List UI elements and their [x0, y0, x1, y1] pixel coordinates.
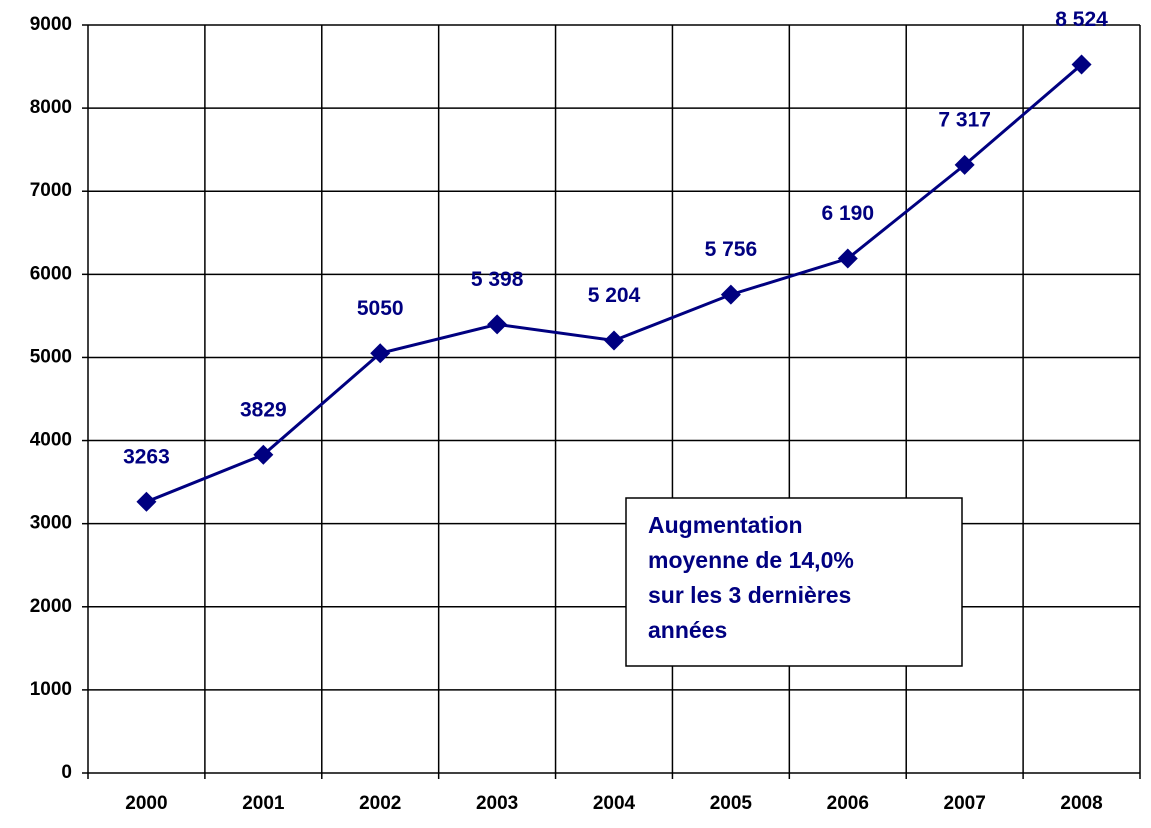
data-point — [253, 444, 274, 465]
x-tick-label: 2004 — [593, 793, 636, 814]
data-point — [136, 491, 157, 512]
annotation-line: Augmentation — [648, 512, 803, 538]
grid — [88, 24, 1141, 773]
y-tick-label: 6000 — [30, 263, 72, 284]
x-tick-label: 2002 — [359, 793, 401, 814]
y-tick-label: 5000 — [30, 346, 72, 367]
data-point — [487, 314, 508, 335]
annotation: Augmentation moyenne de 14,0% sur les 3 de… — [625, 497, 963, 667]
x-tick-label: 2005 — [710, 793, 753, 814]
x-tick-label: 2007 — [944, 793, 986, 814]
y-tick-label: 4000 — [30, 430, 72, 451]
y-tick-label: 9000 — [30, 14, 72, 35]
data-point — [954, 154, 975, 175]
marks: 3263 3829 5050 5 398 5 204 5 756 6 190 7 317 8 5… — [123, 8, 1108, 512]
data-point — [720, 284, 741, 305]
y-tick-label: 2000 — [30, 596, 72, 617]
x-tick-label: 2006 — [827, 793, 869, 814]
data-label: 5 204 — [588, 284, 641, 307]
data-point — [370, 343, 391, 364]
data-label: 5 398 — [471, 268, 524, 291]
annotation-line: sur les 3 dernières — [648, 582, 851, 608]
x-tick-label: 2000 — [125, 793, 167, 814]
data-label: 5050 — [357, 297, 404, 320]
data-point — [604, 330, 624, 351]
y-tick-label: 0 — [61, 762, 72, 783]
data-label: 3829 — [240, 398, 287, 421]
y-tick-label: 8000 — [30, 97, 72, 118]
annotation-box — [625, 497, 963, 667]
annotation-line: années — [648, 617, 727, 643]
data-label: 7 317 — [938, 108, 991, 131]
annotation-line: moyenne de 14,0% — [648, 547, 854, 573]
axes: 0 1000 2000 3000 4000 5000 6000 7000 8000 9000 200… — [30, 14, 1141, 814]
data-label: 3263 — [123, 445, 170, 468]
y-tick-label: 1000 — [30, 679, 72, 700]
x-tick-label: 2001 — [242, 793, 285, 814]
x-tick-label: 2008 — [1060, 793, 1102, 814]
y-tick-label: 7000 — [30, 180, 72, 201]
data-label: 8 524 — [1055, 8, 1108, 31]
data-point — [837, 248, 858, 269]
data-point — [1071, 54, 1092, 75]
x-tick-label: 2003 — [476, 793, 518, 814]
y-tick-label: 3000 — [30, 513, 72, 534]
data-label: 5 756 — [705, 238, 758, 261]
data-label: 6 190 — [821, 202, 874, 225]
